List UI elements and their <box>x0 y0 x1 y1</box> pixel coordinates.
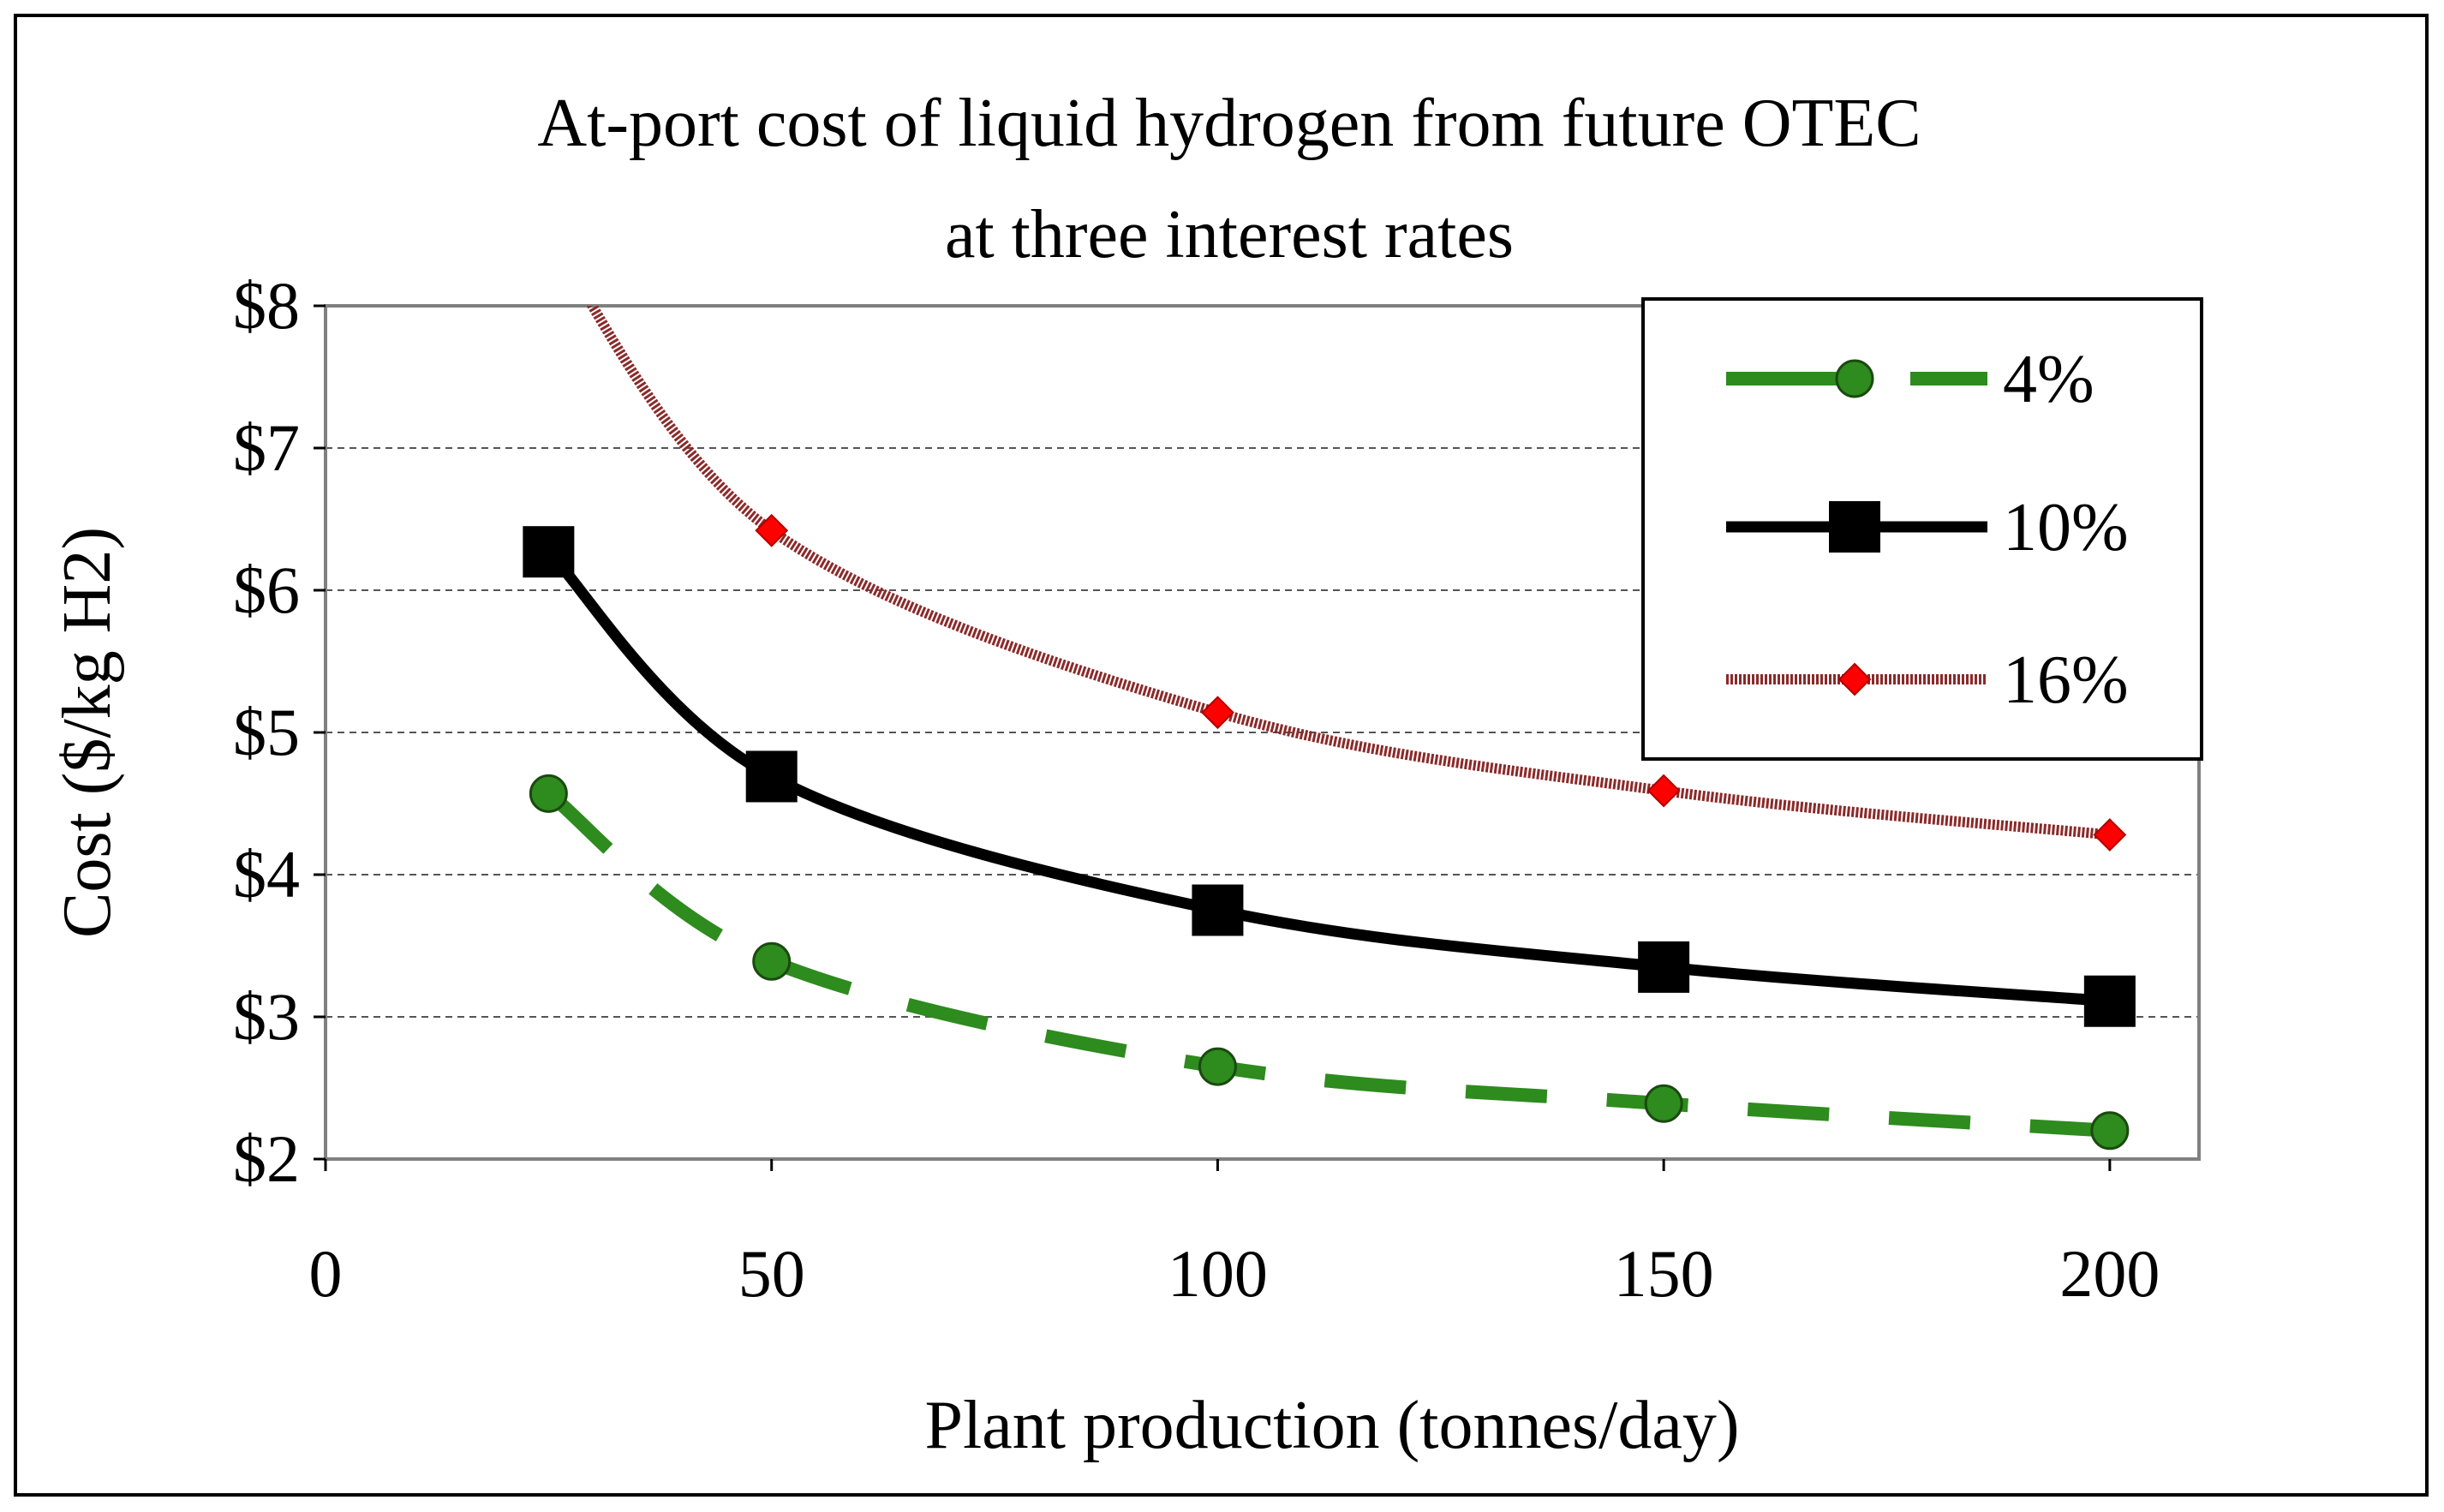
series-10%-point <box>2083 975 2136 1027</box>
x-tick-label: 50 <box>738 1236 805 1311</box>
series-16%-point <box>1201 696 1234 730</box>
chart-title-line-2: at three interest rates <box>945 197 1514 272</box>
series-group <box>523 306 2136 1150</box>
y-axis-label: Cost ($/kg H2) <box>50 527 125 938</box>
series-10% <box>523 526 2136 1027</box>
series-4%-point <box>529 774 568 813</box>
series-4%-point <box>1644 1084 1683 1123</box>
legend-item-10%: 10% <box>1726 490 2129 565</box>
series-16%-point <box>2093 818 2127 852</box>
series-10%-point <box>1192 884 1244 936</box>
y-tick-label: $7 <box>233 410 300 485</box>
y-tick-label: $8 <box>233 268 300 343</box>
y-tick-label: $6 <box>233 553 300 627</box>
y-tick-label: $5 <box>233 695 300 769</box>
legend-label: 4% <box>2003 342 2094 417</box>
series-10%-point <box>1829 501 1880 553</box>
legend: 4% 10% 16% <box>1641 297 2203 761</box>
y-tick-label: $2 <box>233 1121 300 1196</box>
legend-item-4%: 4% <box>1726 342 2094 417</box>
series-10%-point <box>523 526 575 578</box>
series-4%-point <box>2090 1111 2130 1150</box>
x-tick-label: 150 <box>1614 1236 1714 1311</box>
x-tick-label: 200 <box>2059 1236 2160 1311</box>
series-16%-point <box>1837 662 1872 696</box>
series-10%-point <box>1638 941 1690 993</box>
axis-ticks: $2 $3 $4 $5 $6 $7 $8 0 50 100 150 200 <box>233 268 2160 1311</box>
x-tick-label: 100 <box>1168 1236 1268 1311</box>
series-4%-point <box>1198 1047 1237 1086</box>
series-16%-point <box>1646 774 1681 808</box>
legend-label: 16% <box>2003 642 2129 718</box>
x-tick-label: 0 <box>309 1236 343 1311</box>
chart-title-line-1: At-port cost of liquid hydrogen from fut… <box>537 86 1921 161</box>
y-tick-label: $4 <box>233 837 300 911</box>
series-10%-point <box>745 750 798 803</box>
series-4%-point <box>752 941 792 981</box>
series-4%-point <box>1835 359 1874 398</box>
series-16% <box>586 306 2127 852</box>
series-4% <box>529 774 2130 1150</box>
y-tick-label: $3 <box>233 979 300 1054</box>
legend-item-16%: 16% <box>1726 642 2129 718</box>
series-16%-point <box>755 513 789 547</box>
x-axis-label: Plant production (tonnes/day) <box>925 1388 1740 1463</box>
legend-label: 10% <box>2003 490 2129 565</box>
legend-items: 4% 10% 16% <box>1726 342 2129 718</box>
